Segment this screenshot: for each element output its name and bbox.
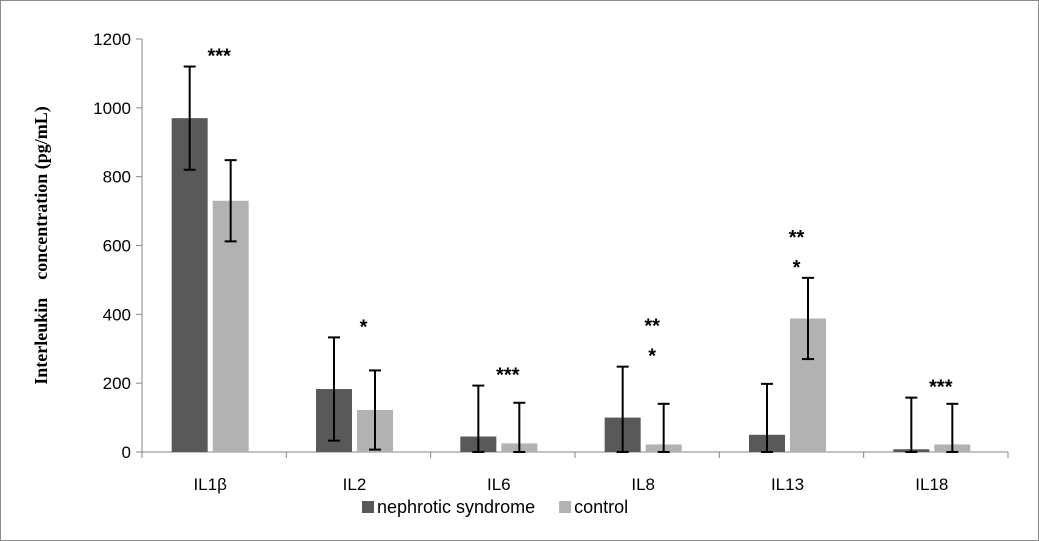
significance-marker: *** — [207, 46, 231, 68]
legend-swatch-nephrotic — [362, 501, 374, 513]
bar-nephrotic — [171, 118, 208, 453]
significance-marker: * — [360, 316, 368, 338]
x-tick-label: IL2 — [343, 475, 367, 494]
y-tick-label: 200 — [103, 374, 131, 393]
significance-marker: *** — [929, 377, 953, 399]
significance-marker: * — [793, 257, 801, 279]
significance-marker: *** — [496, 365, 520, 387]
x-tick-label: IL8 — [631, 475, 655, 494]
x-tick-label: IL18 — [915, 475, 948, 494]
significance-marker: ** — [644, 316, 660, 338]
bar-control — [212, 200, 249, 452]
legend-label: control — [574, 497, 628, 517]
y-tick-label: 400 — [103, 305, 131, 324]
y-tick-label: 800 — [103, 168, 131, 187]
y-tick-label: 1000 — [93, 99, 131, 118]
legend-swatch-control — [559, 501, 572, 513]
significance-marker: * — [648, 346, 656, 368]
x-tick-label: IL6 — [487, 475, 511, 494]
x-tick-label: IL1β — [193, 475, 227, 494]
x-tick-label: IL13 — [771, 475, 804, 494]
significance-marker: ** — [789, 227, 805, 249]
y-tick-label: 600 — [103, 237, 131, 256]
y-tick-label: 0 — [122, 443, 131, 462]
y-tick-label: 1200 — [93, 30, 131, 49]
legend-label: nephrotic syndrome — [377, 497, 535, 517]
y-axis-title: Interleukin concentration (pg/mL) — [31, 106, 52, 385]
